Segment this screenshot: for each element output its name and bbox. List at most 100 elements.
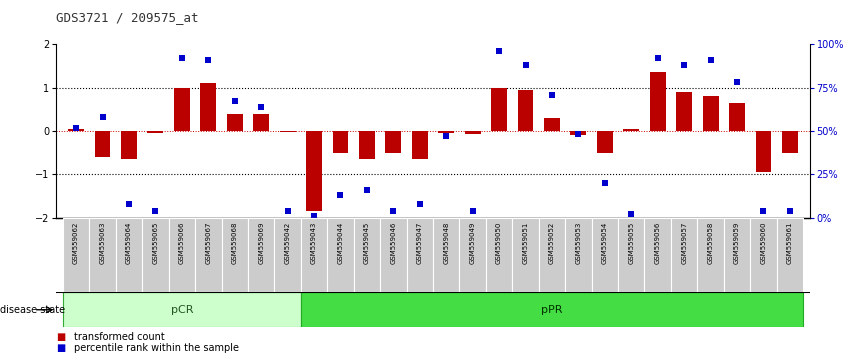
Text: GSM559043: GSM559043 — [311, 222, 317, 264]
Bar — [248, 218, 275, 292]
Bar — [513, 218, 539, 292]
Bar — [227, 114, 242, 131]
Point — [122, 201, 136, 207]
Point — [466, 208, 480, 213]
Bar — [465, 131, 481, 135]
Bar — [406, 218, 433, 292]
Text: GSM559068: GSM559068 — [232, 222, 238, 264]
Text: GSM559057: GSM559057 — [682, 222, 687, 264]
Point — [228, 99, 242, 104]
Bar — [63, 218, 89, 292]
Text: GSM559047: GSM559047 — [417, 222, 423, 264]
Bar — [755, 131, 772, 172]
Bar — [729, 103, 745, 131]
Text: GSM559065: GSM559065 — [152, 222, 158, 264]
Point — [95, 114, 109, 120]
Bar — [433, 218, 460, 292]
Text: GSM559052: GSM559052 — [549, 222, 555, 264]
Bar — [353, 218, 380, 292]
Bar — [644, 218, 671, 292]
Text: GSM559054: GSM559054 — [602, 222, 608, 264]
Text: GSM559051: GSM559051 — [522, 222, 528, 264]
Text: disease state: disease state — [0, 305, 65, 315]
Text: GSM559059: GSM559059 — [734, 222, 740, 264]
Bar — [782, 131, 798, 153]
Point — [650, 55, 664, 61]
Bar — [327, 218, 353, 292]
Bar — [306, 131, 322, 211]
Bar — [116, 218, 142, 292]
Point — [148, 208, 162, 213]
Point — [783, 208, 797, 213]
Point — [519, 62, 533, 68]
Bar — [253, 114, 269, 131]
Text: GSM559069: GSM559069 — [258, 222, 264, 264]
Bar — [94, 131, 111, 157]
Bar — [624, 129, 639, 131]
Text: GSM559055: GSM559055 — [628, 222, 634, 264]
Text: GSM559049: GSM559049 — [469, 222, 475, 264]
Bar — [301, 292, 803, 327]
Bar — [142, 218, 169, 292]
Text: ■: ■ — [56, 343, 66, 353]
Text: GSM559058: GSM559058 — [708, 222, 714, 264]
Bar — [702, 96, 719, 131]
Text: GSM559061: GSM559061 — [787, 222, 793, 264]
Point — [677, 62, 691, 68]
Text: GSM559062: GSM559062 — [73, 222, 79, 264]
Point — [757, 208, 771, 213]
Bar — [121, 131, 137, 159]
Bar — [724, 218, 750, 292]
Bar — [491, 88, 507, 131]
Text: GSM559045: GSM559045 — [364, 222, 370, 264]
Bar — [169, 218, 195, 292]
Point — [492, 48, 506, 54]
Point — [730, 80, 744, 85]
Bar — [591, 218, 618, 292]
Text: pPR: pPR — [541, 305, 563, 315]
Bar — [571, 131, 586, 135]
Bar — [518, 90, 533, 131]
Text: GSM559050: GSM559050 — [496, 222, 502, 264]
Point — [572, 132, 585, 137]
Point — [545, 92, 559, 97]
Bar — [380, 218, 406, 292]
Bar — [697, 218, 724, 292]
Text: GSM559042: GSM559042 — [285, 222, 291, 264]
Bar — [650, 73, 666, 131]
Bar — [438, 131, 454, 133]
Point — [333, 192, 347, 198]
Bar — [222, 218, 248, 292]
Point — [202, 57, 216, 63]
Bar — [200, 83, 216, 131]
Bar — [385, 131, 401, 153]
Bar — [89, 218, 116, 292]
Text: GSM559046: GSM559046 — [391, 222, 397, 264]
Bar — [174, 88, 190, 131]
Text: GSM559060: GSM559060 — [760, 222, 766, 264]
Bar — [63, 292, 301, 327]
Point — [175, 55, 189, 61]
Bar — [412, 131, 428, 159]
Bar — [280, 131, 295, 132]
Text: GSM559053: GSM559053 — [575, 222, 581, 264]
Text: GSM559066: GSM559066 — [179, 222, 184, 264]
Point — [624, 211, 638, 217]
Text: transformed count: transformed count — [74, 332, 165, 342]
Bar — [147, 131, 164, 133]
Text: GSM559063: GSM559063 — [100, 222, 106, 264]
Bar — [486, 218, 513, 292]
Point — [281, 208, 294, 213]
Bar — [359, 131, 375, 159]
Bar — [275, 218, 301, 292]
Point — [704, 57, 718, 63]
Point — [598, 180, 611, 186]
Bar — [777, 218, 803, 292]
Bar — [618, 218, 644, 292]
Text: GDS3721 / 209575_at: GDS3721 / 209575_at — [56, 11, 199, 24]
Bar — [597, 131, 613, 153]
Text: GSM559044: GSM559044 — [338, 222, 344, 264]
Bar — [460, 218, 486, 292]
Point — [439, 133, 453, 139]
Text: ■: ■ — [56, 332, 66, 342]
